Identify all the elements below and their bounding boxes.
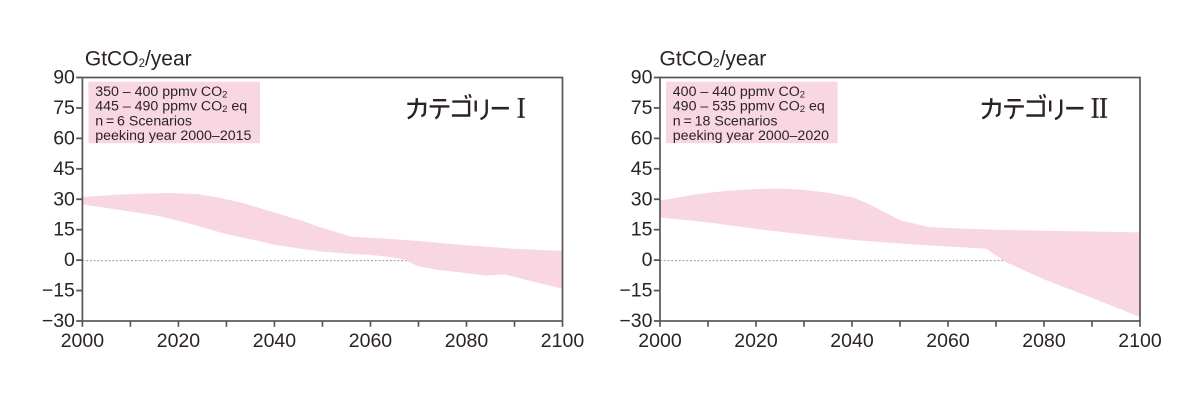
svg-text:75: 75 <box>53 97 75 119</box>
svg-text:90: 90 <box>53 67 75 89</box>
svg-text:GtCO2/year: GtCO2/year <box>660 48 767 71</box>
svg-text:2060: 2060 <box>349 330 393 352</box>
svg-text:n = 6 Scenarios: n = 6 Scenarios <box>95 113 192 129</box>
svg-text:0: 0 <box>64 249 75 271</box>
svg-text:90: 90 <box>631 67 653 89</box>
svg-text:peeking year 2000–2020: peeking year 2000–2020 <box>673 128 829 144</box>
svg-text:−15: −15 <box>42 280 75 302</box>
svg-text:2080: 2080 <box>445 330 489 352</box>
svg-text:−30: −30 <box>619 310 652 332</box>
svg-text:30: 30 <box>631 188 653 210</box>
svg-text:2020: 2020 <box>157 330 201 352</box>
svg-text:2000: 2000 <box>638 330 682 352</box>
svg-text:2040: 2040 <box>830 330 874 352</box>
svg-text:2100: 2100 <box>1118 330 1162 352</box>
svg-text:45: 45 <box>53 158 75 180</box>
svg-text:2020: 2020 <box>734 330 778 352</box>
svg-text:60: 60 <box>53 127 75 149</box>
svg-text:15: 15 <box>631 219 653 241</box>
svg-text:45: 45 <box>631 158 653 180</box>
svg-text:−30: −30 <box>42 310 75 332</box>
svg-text:400 – 440 ppmv CO2: 400 – 440 ppmv CO2 <box>673 84 805 101</box>
svg-text:445 – 490 ppmv CO2 eq: 445 – 490 ppmv CO2 eq <box>95 99 247 116</box>
svg-text:490 – 535 ppmv CO2 eq: 490 – 535 ppmv CO2 eq <box>673 99 825 116</box>
svg-text:2080: 2080 <box>1022 330 1066 352</box>
svg-text:15: 15 <box>53 219 75 241</box>
svg-text:peeking year 2000–2015: peeking year 2000–2015 <box>95 128 251 144</box>
svg-text:75: 75 <box>631 97 653 119</box>
svg-text:30: 30 <box>53 188 75 210</box>
svg-text:350 – 400 ppmv CO2: 350 – 400 ppmv CO2 <box>95 84 227 101</box>
svg-text:2060: 2060 <box>926 330 970 352</box>
svg-text:2100: 2100 <box>541 330 585 352</box>
svg-text:−15: −15 <box>619 280 652 302</box>
svg-text:0: 0 <box>642 249 653 271</box>
svg-text:GtCO2/year: GtCO2/year <box>85 48 192 71</box>
svg-text:n = 18 Scenarios: n = 18 Scenarios <box>673 113 778 129</box>
svg-text:2040: 2040 <box>253 330 297 352</box>
svg-text:2000: 2000 <box>61 330 105 352</box>
svg-text:60: 60 <box>631 127 653 149</box>
